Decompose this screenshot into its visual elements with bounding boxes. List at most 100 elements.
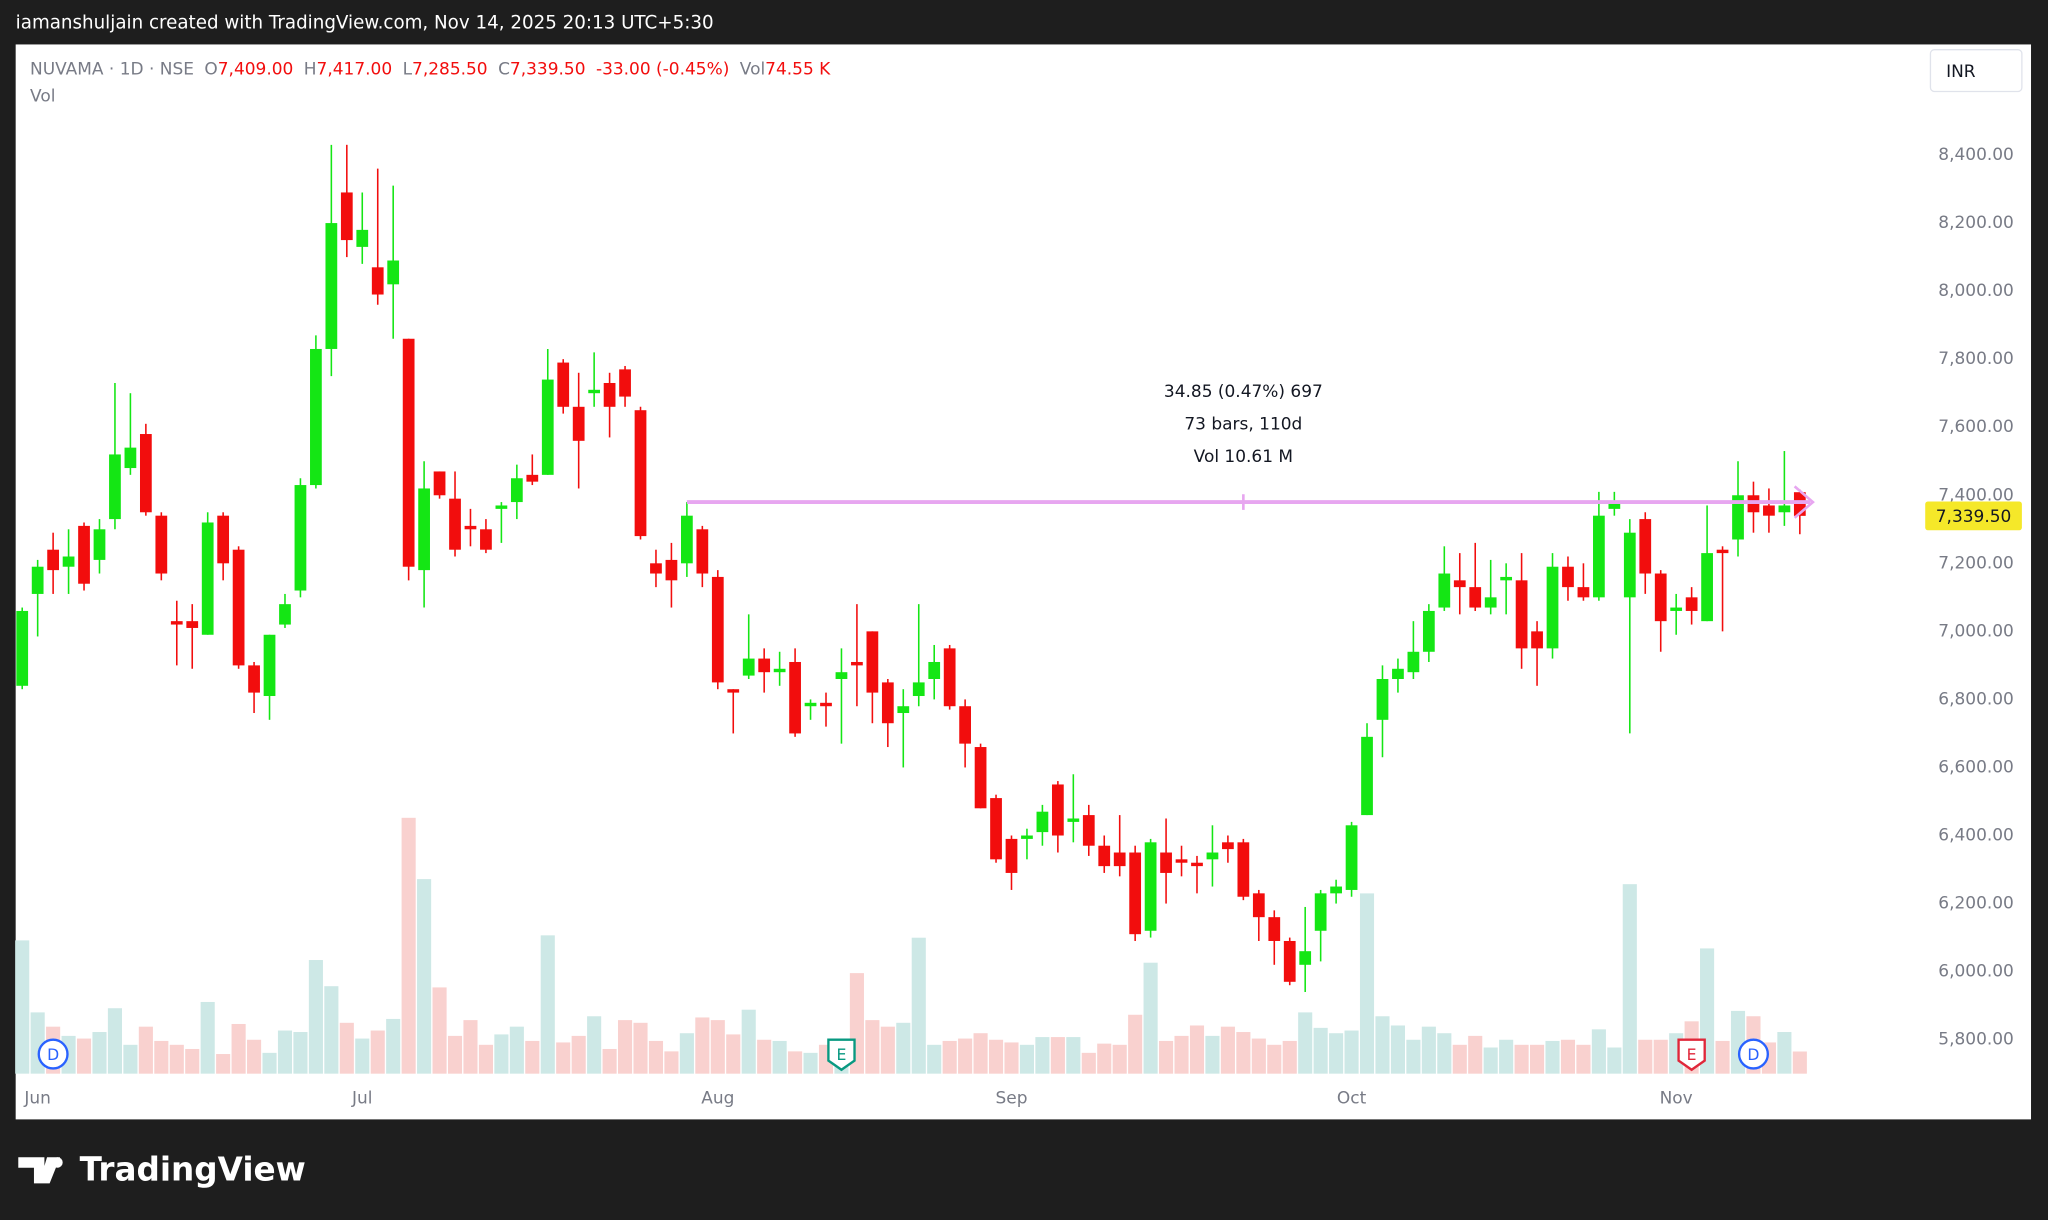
candle-body bbox=[789, 661, 801, 734]
candle-body bbox=[866, 631, 879, 693]
logo bbox=[18, 1157, 63, 1184]
volume-bar bbox=[1066, 1037, 1081, 1074]
candle-body bbox=[1376, 678, 1389, 720]
volume-bar bbox=[15, 940, 30, 1074]
volume-bar bbox=[664, 1051, 679, 1074]
candle-body bbox=[619, 369, 631, 397]
volume-bar bbox=[123, 1044, 138, 1074]
volume-bar bbox=[788, 1051, 803, 1074]
volume-bar bbox=[1375, 1016, 1390, 1074]
volume-bar bbox=[200, 1001, 215, 1074]
candle-body bbox=[356, 229, 369, 247]
volume-bar bbox=[1421, 1026, 1436, 1074]
candle-body bbox=[820, 702, 832, 707]
volume-bar bbox=[1159, 1040, 1174, 1074]
y-tick-label: 7,200.00 bbox=[1938, 553, 2014, 573]
currency-box[interactable] bbox=[1929, 49, 2023, 93]
candle-body bbox=[711, 576, 724, 683]
volume-bar bbox=[1174, 1035, 1189, 1074]
candle-body bbox=[1283, 940, 1296, 982]
y-tick-label: 8,400.00 bbox=[1938, 145, 2014, 165]
candle-body bbox=[665, 559, 678, 581]
volume-bar bbox=[942, 1040, 957, 1074]
candle-body bbox=[773, 668, 786, 673]
volume-bar bbox=[370, 1030, 385, 1074]
volume-bar bbox=[695, 1017, 710, 1074]
candle-body bbox=[16, 610, 29, 686]
candle-body bbox=[402, 338, 415, 567]
logo-dot bbox=[52, 1157, 63, 1168]
volume-series bbox=[15, 817, 1807, 1074]
candle-body bbox=[557, 362, 570, 407]
volume-bar bbox=[277, 1030, 293, 1074]
legend-value: 7,285.50 bbox=[412, 59, 488, 79]
candle-body bbox=[325, 223, 338, 349]
last-price-tag bbox=[1925, 501, 2022, 531]
measure-info: Vol 10.61 M bbox=[1194, 447, 1293, 467]
candle-body bbox=[943, 648, 956, 707]
candle-body bbox=[681, 515, 693, 564]
candle-body bbox=[804, 702, 817, 707]
candle-body bbox=[464, 525, 477, 530]
volume-bar bbox=[1313, 1027, 1328, 1074]
volume-bar bbox=[138, 1026, 153, 1074]
volume-bar bbox=[726, 1034, 741, 1074]
volume-bar bbox=[1607, 1047, 1622, 1074]
candle-body bbox=[1469, 587, 1482, 608]
candle-body bbox=[1484, 597, 1497, 608]
volume-bar bbox=[1638, 1039, 1653, 1074]
legend-key: H bbox=[304, 59, 317, 79]
event-marker bbox=[1737, 1038, 1770, 1070]
candle-body bbox=[186, 621, 199, 628]
volume-bar bbox=[1097, 1043, 1112, 1074]
candle-body bbox=[480, 529, 492, 550]
volume-bar bbox=[880, 1026, 895, 1074]
volume-bar bbox=[386, 1018, 401, 1074]
candle-body bbox=[1361, 736, 1373, 816]
legend-value: 7,417.00 bbox=[317, 59, 393, 79]
volume-bar bbox=[1437, 1033, 1452, 1074]
chart-panel bbox=[15, 44, 2032, 1120]
volume-bar bbox=[494, 1034, 509, 1074]
footer-brand: TradingView bbox=[80, 1151, 306, 1189]
candle-body bbox=[650, 563, 662, 574]
candle-body bbox=[897, 706, 910, 714]
y-tick-label: 8,000.00 bbox=[1938, 281, 2014, 301]
candle-body bbox=[139, 434, 152, 513]
legend-value: 7,339.50 bbox=[510, 59, 586, 79]
volume-bar bbox=[1267, 1044, 1282, 1074]
candle-body bbox=[1531, 631, 1543, 649]
volume-bar bbox=[231, 1023, 246, 1074]
candle-body bbox=[1392, 668, 1404, 679]
volume-bar bbox=[988, 1039, 1004, 1074]
candle-body bbox=[1144, 842, 1157, 931]
event-marker bbox=[1677, 1038, 1706, 1072]
y-tick-label: 7,000.00 bbox=[1938, 621, 2014, 641]
candle-body bbox=[1067, 818, 1080, 822]
volume-bar bbox=[587, 1016, 602, 1074]
last-price-label: 7,339.50 bbox=[1936, 507, 2012, 527]
candle-body bbox=[835, 672, 848, 679]
volume-bar bbox=[339, 1022, 354, 1074]
candle-body bbox=[1160, 852, 1172, 873]
volume-bar bbox=[463, 1020, 478, 1074]
candle-body bbox=[1175, 859, 1188, 863]
volume-bar bbox=[1777, 1032, 1792, 1074]
y-tick-label: 6,000.00 bbox=[1938, 962, 2014, 982]
candle-body bbox=[1005, 838, 1018, 873]
volume-bar bbox=[355, 1038, 370, 1074]
legend-value: 74.55 K bbox=[765, 59, 831, 79]
volume-bar bbox=[432, 987, 447, 1074]
candle-body bbox=[155, 515, 168, 574]
legend-key: C bbox=[498, 59, 510, 79]
volume-bar bbox=[107, 1008, 123, 1074]
x-tick-label: Aug bbox=[701, 1088, 734, 1108]
y-tick-label: 8,200.00 bbox=[1938, 213, 2014, 233]
volume-bar bbox=[293, 1032, 308, 1074]
volume-bar bbox=[509, 1026, 524, 1074]
candle-body bbox=[371, 267, 384, 295]
volume-bar bbox=[1514, 1044, 1529, 1074]
candle-body bbox=[727, 689, 740, 693]
candle-body bbox=[433, 471, 446, 496]
